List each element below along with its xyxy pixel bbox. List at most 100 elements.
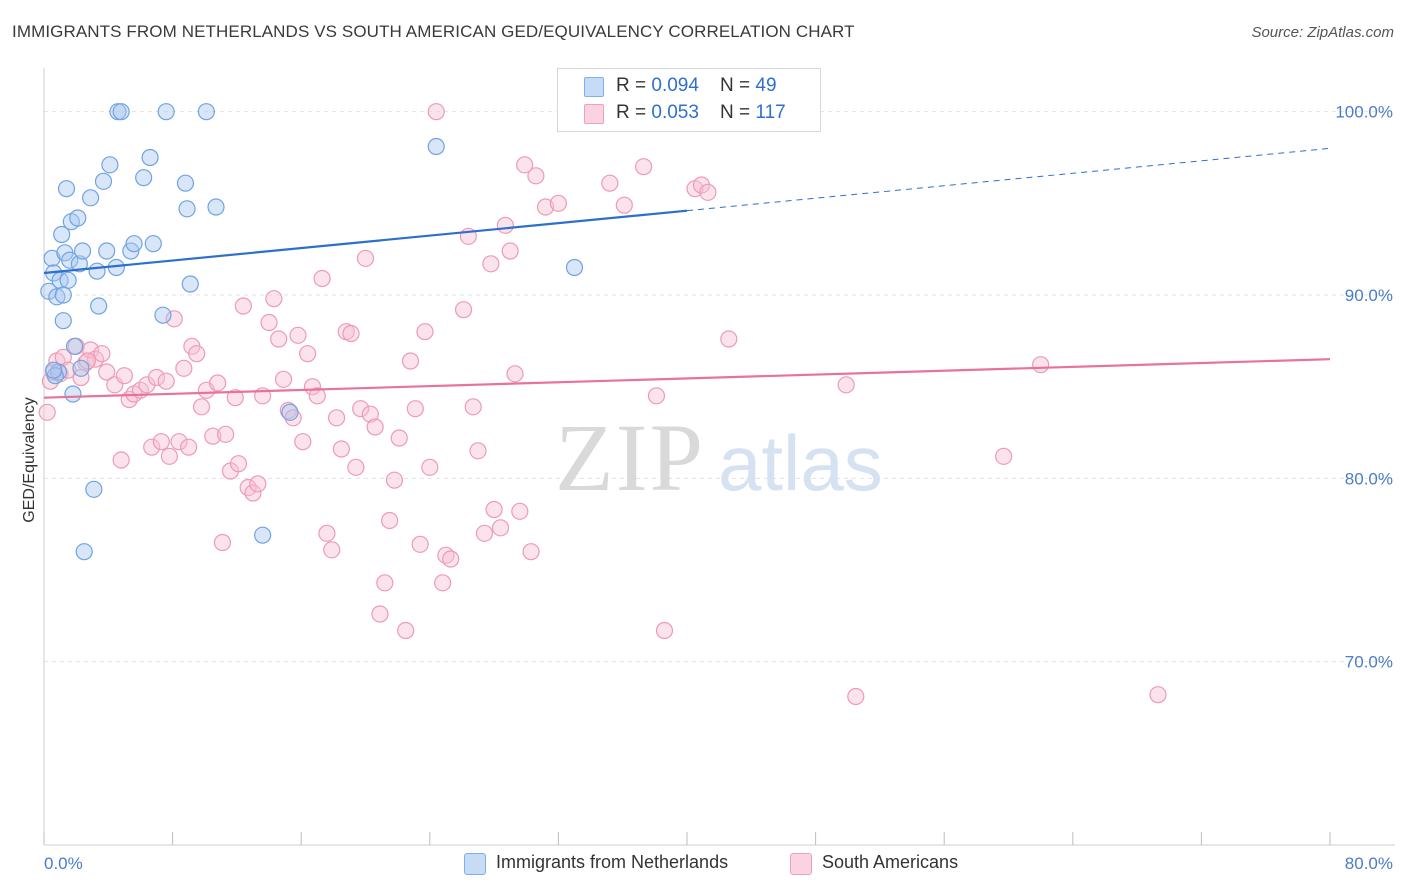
- r-value: 0.094: [651, 75, 699, 96]
- data-point: [249, 475, 267, 493]
- data-point: [65, 337, 84, 355]
- data-point: [98, 363, 116, 381]
- legend-swatch-south-americans: [790, 853, 812, 875]
- n-label: N =: [720, 102, 756, 123]
- y-tick-label: 80.0%: [1345, 469, 1393, 488]
- data-point: [549, 194, 568, 212]
- data-point: [847, 687, 865, 706]
- data-point: [209, 374, 227, 392]
- data-point: [332, 440, 350, 458]
- data-point: [434, 574, 452, 592]
- data-point: [82, 189, 100, 207]
- data-point: [226, 389, 244, 407]
- data-point: [154, 306, 172, 324]
- data-point: [157, 103, 175, 121]
- data-point: [207, 198, 225, 216]
- data-point: [229, 455, 248, 473]
- watermark: ZIP atlas: [555, 404, 883, 511]
- data-point: [53, 225, 71, 244]
- source-label: Source: ZipAtlas.com: [1251, 24, 1394, 41]
- data-point: [234, 297, 252, 315]
- data-point: [260, 313, 278, 332]
- data-point: [313, 269, 331, 288]
- legend-swatch-netherlands: [584, 77, 604, 97]
- data-point: [601, 174, 619, 192]
- data-point: [516, 156, 534, 174]
- data-point: [217, 425, 235, 443]
- data-point: [115, 367, 133, 385]
- data-point: [69, 209, 87, 227]
- data-point: [112, 451, 130, 469]
- legend-label-south-americans: South Americans: [822, 852, 959, 872]
- data-point: [45, 361, 63, 379]
- data-point: [416, 323, 434, 341]
- data-point: [511, 502, 529, 520]
- data-point: [192, 398, 211, 416]
- data-point: [506, 365, 524, 383]
- x-tick-label: 80.0%: [1345, 854, 1393, 873]
- data-point: [54, 312, 72, 330]
- data-point: [85, 480, 103, 498]
- data-point: [43, 249, 61, 267]
- data-point: [397, 621, 415, 640]
- data-point: [308, 387, 326, 405]
- data-point: [48, 288, 66, 306]
- data-point: [401, 352, 420, 370]
- n-value: 49: [755, 75, 777, 96]
- data-point: [427, 103, 445, 121]
- data-point: [442, 550, 460, 568]
- data-point: [270, 330, 288, 348]
- chart-title: IMMIGRANTS FROM NETHERLANDS VS SOUTH AME…: [12, 22, 855, 41]
- series-south-americans: [38, 103, 1167, 706]
- data-point: [88, 262, 106, 280]
- data-point: [655, 621, 674, 640]
- data-point: [181, 275, 199, 293]
- data-point: [59, 271, 77, 289]
- n-label: N =: [720, 75, 756, 96]
- data-point: [93, 345, 111, 363]
- data-point: [73, 242, 92, 260]
- data-point: [427, 137, 445, 156]
- data-point: [565, 258, 584, 277]
- data-point: [475, 524, 494, 542]
- data-point: [70, 255, 88, 273]
- data-point: [176, 174, 195, 192]
- n-value: 117: [755, 102, 786, 123]
- data-point: [536, 198, 555, 216]
- data-point: [281, 403, 299, 421]
- data-point: [289, 326, 307, 344]
- grid-lines: [44, 111, 1395, 663]
- data-point: [1149, 686, 1167, 704]
- trend-extension-netherlands: [686, 147, 1331, 212]
- r-label: R =: [616, 102, 652, 123]
- data-point: [323, 541, 341, 559]
- data-point: [356, 249, 375, 267]
- stats-legend: R = 0.094 N = 49 R = 0.053 N = 117: [557, 68, 821, 132]
- data-point: [157, 372, 175, 390]
- data-point: [485, 500, 503, 519]
- data-point: [175, 359, 193, 377]
- data-point: [274, 370, 293, 388]
- x-tick-label: 0.0%: [44, 854, 83, 873]
- data-point: [160, 447, 178, 465]
- data-point: [188, 345, 206, 363]
- data-point: [501, 242, 519, 260]
- data-point: [699, 183, 717, 201]
- data-point: [152, 433, 170, 451]
- data-point: [406, 400, 424, 418]
- data-point: [64, 385, 82, 403]
- data-point: [527, 167, 545, 185]
- data-point: [178, 200, 196, 218]
- data-point: [135, 169, 153, 187]
- data-point: [352, 400, 370, 418]
- data-point: [180, 438, 198, 456]
- tick-labels: 70.0% 80.0% 90.0% 100.0% 0.0% 80.0%: [44, 103, 1393, 873]
- data-point: [197, 103, 215, 121]
- data-point: [390, 429, 408, 447]
- data-point: [144, 235, 162, 253]
- watermark-zip: ZIP: [555, 404, 705, 511]
- legend-label-netherlands: Immigrants from Netherlands: [496, 852, 729, 872]
- data-point: [411, 535, 429, 553]
- data-point: [454, 301, 473, 319]
